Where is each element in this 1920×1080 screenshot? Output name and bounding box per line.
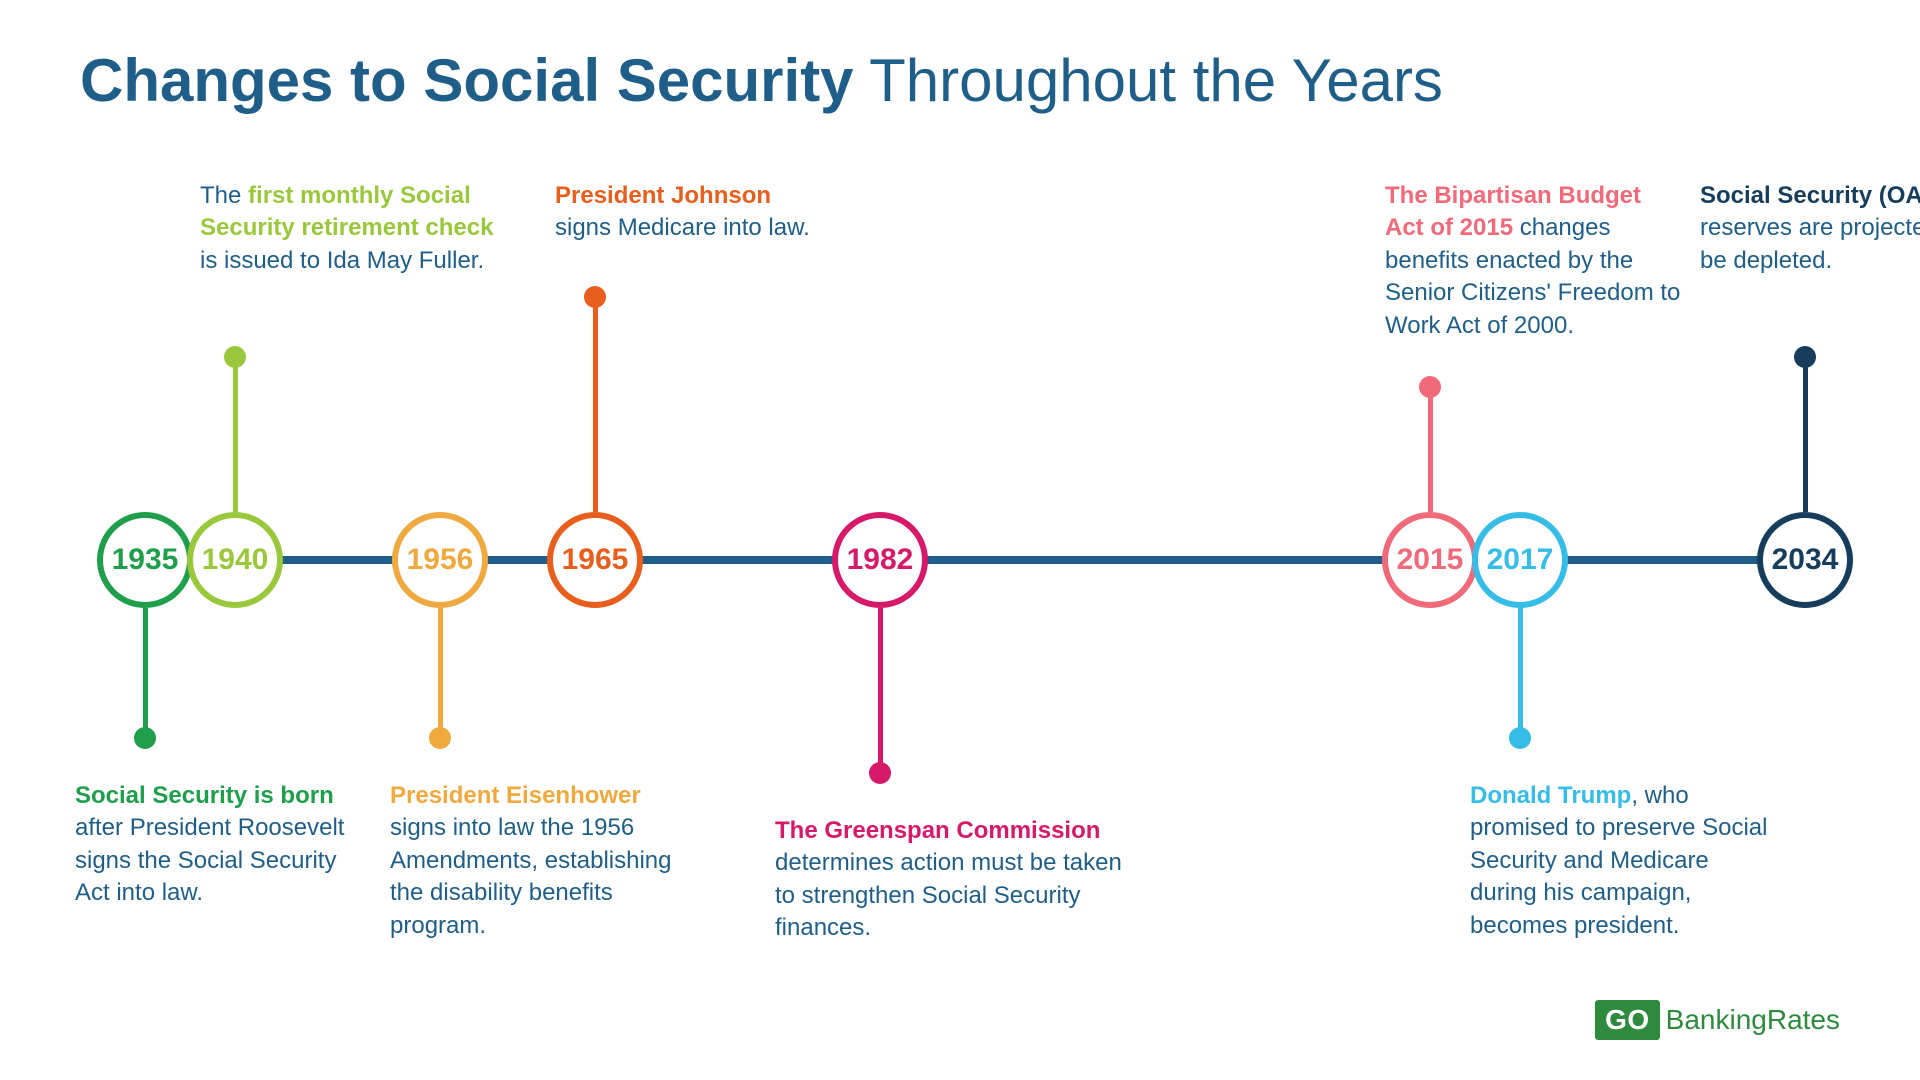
year-label: 1935: [112, 543, 179, 577]
stem-dot-2017: [1509, 727, 1531, 749]
event-body: signs Medicare into law.: [555, 214, 810, 241]
event-text-1965: President Johnson signs Medicare into la…: [555, 180, 830, 245]
stem-dot-1940: [224, 346, 246, 368]
event-prefix: The: [200, 182, 248, 209]
stem-dot-1956: [429, 727, 451, 749]
year-label: 1956: [407, 543, 474, 577]
event-text-2015: The Bipartisan Budget Act of 2015 change…: [1385, 180, 1685, 342]
stem-dot-2034: [1794, 346, 1816, 368]
event-body: after President Roosevelt signs the Soci…: [75, 814, 344, 906]
brand-logo: GO BankingRates: [1595, 1000, 1840, 1040]
stem-1956: [438, 608, 443, 738]
infographic-title: Changes to Social Security Throughout th…: [80, 48, 1443, 114]
event-text-1956: President Eisenhower signs into law the …: [390, 780, 680, 942]
stem-dot-1935: [134, 727, 156, 749]
logo-badge: GO: [1595, 1000, 1660, 1040]
year-label: 1982: [847, 543, 914, 577]
stem-dot-1965: [584, 286, 606, 308]
event-text-1982: The Greenspan Commission determines acti…: [775, 815, 1135, 945]
stem-1935: [143, 608, 148, 738]
year-label: 2034: [1772, 543, 1839, 577]
event-body: is issued to Ida May Fuller.: [200, 247, 484, 274]
event-body: determines action must be taken to stren…: [775, 849, 1122, 941]
event-lead: Social Security (OASDI): [1700, 182, 1920, 209]
year-circle-2015: 2015: [1382, 512, 1478, 608]
year-circle-1982: 1982: [832, 512, 928, 608]
year-circle-2034: 2034: [1757, 512, 1853, 608]
year-label: 1965: [562, 543, 629, 577]
event-text-2034: Social Security (OASDI) reserves are pro…: [1700, 180, 1920, 277]
year-label: 2017: [1487, 543, 1554, 577]
stem-dot-1982: [869, 762, 891, 784]
year-circle-2017: 2017: [1472, 512, 1568, 608]
event-lead: President Johnson: [555, 182, 771, 209]
event-text-2017: Donald Trump, who promised to preserve S…: [1470, 780, 1780, 942]
event-text-1935: Social Security is born after President …: [75, 780, 375, 910]
stem-1982: [878, 608, 883, 773]
title-light: Throughout the Years: [869, 47, 1443, 114]
stem-1940: [233, 357, 238, 512]
stem-2015: [1428, 387, 1433, 512]
event-lead: The Greenspan Commission: [775, 817, 1100, 844]
event-lead: Social Security is born: [75, 782, 334, 809]
event-body: signs into law the 1956 Amendments, esta…: [390, 814, 671, 938]
stem-2017: [1518, 608, 1523, 738]
year-circle-1956: 1956: [392, 512, 488, 608]
year-label: 2015: [1397, 543, 1464, 577]
stem-1965: [593, 297, 598, 512]
stem-dot-2015: [1419, 376, 1441, 398]
stem-2034: [1803, 357, 1808, 512]
year-circle-1940: 1940: [187, 512, 283, 608]
event-text-1940: The first monthly Social Security retire…: [200, 180, 495, 277]
event-lead: Donald Trump: [1470, 782, 1631, 809]
event-body: reserves are projected to be depleted.: [1700, 214, 1920, 273]
title-bold: Changes to Social Security: [80, 47, 854, 114]
year-label: 1940: [202, 543, 269, 577]
year-circle-1935: 1935: [97, 512, 193, 608]
year-circle-1965: 1965: [547, 512, 643, 608]
event-lead: President Eisenhower: [390, 782, 641, 809]
logo-text: BankingRates: [1666, 1004, 1840, 1036]
